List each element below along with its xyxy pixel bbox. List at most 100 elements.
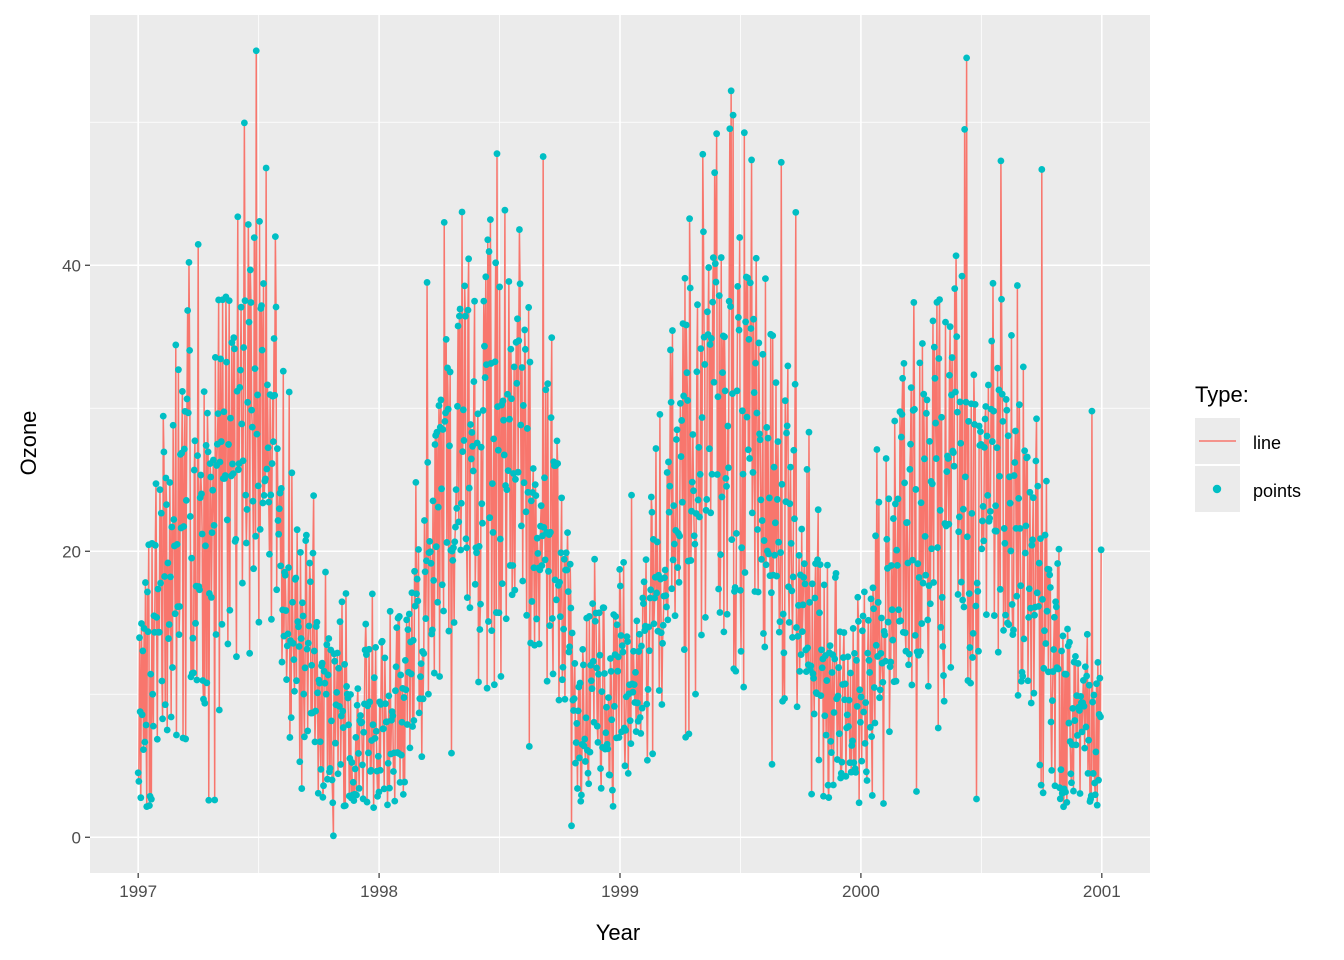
ozone-point [718,493,726,501]
ozone-point [710,378,718,386]
ozone-point [1085,681,1093,689]
ozone-point [421,517,428,524]
ozone-point [1074,732,1081,739]
ozone-point [209,486,217,494]
ozone-point [468,429,476,436]
ozone-point [658,701,666,708]
ozone-point [757,496,765,504]
ozone-point [221,472,229,479]
ozone-point [149,722,157,730]
ozone-point [936,296,943,303]
ozone-point [662,592,670,600]
ozone-point [944,455,952,462]
ozone-point [898,410,906,418]
ozone-point [707,509,715,517]
ozone-point [235,466,242,474]
ozone-point [467,455,475,463]
ozone-point [335,702,343,710]
ozone-point [994,648,1002,656]
ozone-point [694,301,701,309]
ozone-point [526,358,534,366]
ozone-point [330,832,337,840]
ozone-point [334,770,342,778]
ozone-point [808,790,816,798]
ozone-point [746,279,754,287]
ozone-point [916,359,924,367]
ozone-point [844,653,852,661]
ozone-point [1014,691,1022,699]
ozone-point [523,611,531,619]
ozone-point [928,545,936,553]
ozone-point [392,687,399,695]
ozone-point [397,751,405,759]
ozone-point [918,620,926,627]
ozone-point [1041,531,1049,539]
ozone-point [364,749,372,757]
ozone-point [865,656,873,664]
ozone-point [258,346,266,354]
ozone-point [956,398,964,406]
ozone-point [831,655,839,663]
ozone-point [596,651,604,659]
x-axis-title: Year [596,920,640,945]
ozone-point [670,502,678,509]
ozone-point [763,424,771,431]
ozone-point [147,795,155,803]
ozone-point [868,733,876,740]
ozone-point [171,610,179,618]
ozone-point [450,544,457,552]
ozone-point [958,272,966,280]
ozone-point [328,717,335,725]
ozone-point [554,460,562,467]
ozone-point [574,707,582,715]
ozone-point [849,737,856,745]
ozone-point [251,365,259,373]
ozone-point [306,578,314,586]
ozone-point [777,549,785,556]
ozone-point [198,490,205,498]
ozone-point [444,405,452,413]
ozone-point [921,533,929,540]
ozone-point [184,307,192,314]
ozone-point [816,561,824,569]
ozone-point [564,529,571,536]
ozone-point [509,562,517,569]
ozone-point [709,254,717,261]
ozone-point [773,496,781,503]
ozone-point [891,500,899,508]
ozone-point [456,305,464,313]
ozone-point [793,624,800,631]
ozone-point [827,737,835,745]
ozone-point [745,335,753,343]
ozone-point [266,550,273,558]
ozone-point [343,683,351,690]
ozone-point [801,580,809,588]
ozone-point [190,466,198,474]
ozone-point [634,699,641,707]
ozone-point [471,580,479,588]
ozone-point [514,315,521,323]
ozone-point [209,456,217,464]
ozone-point [271,233,279,241]
ozone-point [943,468,951,476]
ozone-point [1004,432,1012,440]
ozone-point [412,478,420,486]
ozone-point [649,750,657,758]
ozone-point [182,496,190,504]
ozone-point [645,647,653,655]
ozone-point [489,529,497,536]
ozone-point [700,228,707,236]
ozone-point [874,598,882,606]
ozone-point [815,756,823,764]
ozone-point [719,369,726,377]
ozone-point [647,586,655,594]
ozone-point [922,409,930,417]
ozone-point [423,279,431,286]
ozone-point [979,503,987,510]
y-tick-label: 40 [62,256,81,275]
ozone-point [762,561,770,569]
ozone-point [152,480,160,488]
ozone-point [794,632,802,640]
ozone-point [891,417,899,425]
ozone-point [325,635,333,642]
